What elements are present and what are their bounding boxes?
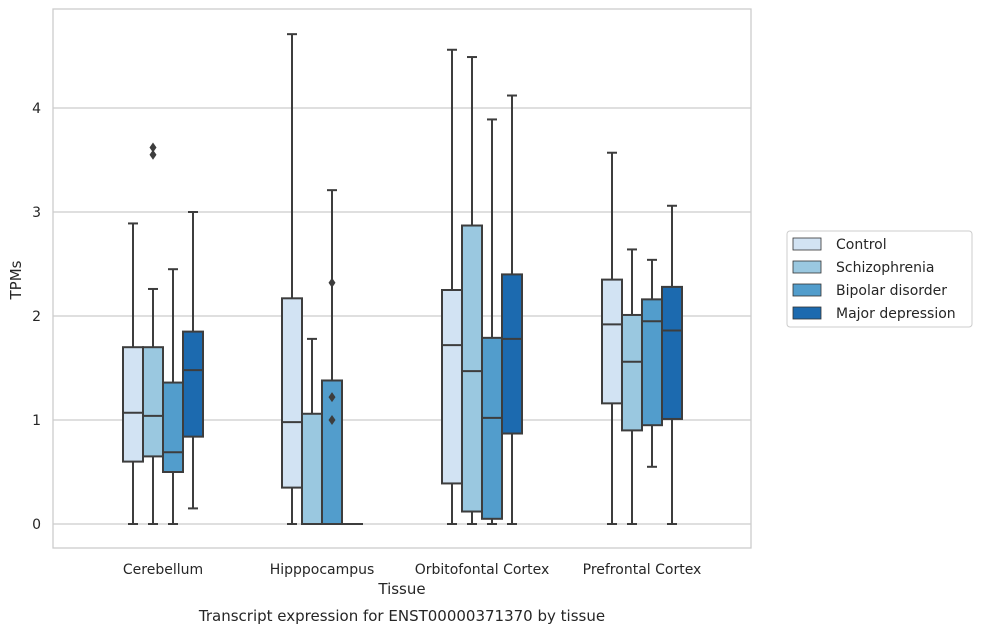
legend-label-schizophrenia: Schizophrenia (836, 260, 934, 276)
box-body (122, 346, 144, 463)
legend-swatch-major-depression (792, 306, 822, 320)
legend: Control Schizophrenia Bipolar disorder M… (786, 230, 973, 328)
x-axis-label: Tissue (377, 580, 425, 598)
legend-label-major-depression: Major depression (836, 306, 956, 322)
outlier-point (328, 277, 336, 288)
box-plot (321, 189, 343, 526)
chart-caption: Transcript expression for ENST0000037137… (198, 607, 605, 625)
box-body (481, 336, 503, 520)
box-body (162, 381, 184, 473)
x-tick-label: Hipppocampus (270, 562, 375, 578)
box-plot (182, 211, 204, 510)
box-plot (122, 222, 144, 525)
outlier-point (149, 142, 157, 153)
box-body (441, 289, 463, 485)
x-tick-label: Cerebellum (123, 562, 203, 578)
y-tick-label: 4 (32, 101, 41, 117)
box-body (182, 330, 204, 438)
box-plot (661, 204, 683, 525)
box-body (281, 297, 303, 489)
box-plot (441, 48, 463, 525)
y-tick-label: 1 (32, 413, 41, 429)
y-axis-label: TPMs (7, 260, 25, 300)
box-body (661, 285, 683, 420)
box-plot (641, 258, 663, 468)
y-tick-label: 0 (32, 517, 41, 533)
box-plot (501, 94, 523, 525)
box-plot (621, 248, 643, 525)
box-body (142, 346, 164, 458)
legend-label-bipolar-disorder: Bipolar disorder (836, 283, 947, 299)
box-body (601, 278, 623, 405)
box-plot (142, 142, 164, 525)
x-tick-label: Prefrontal Cortex (583, 562, 702, 578)
outlier-point (328, 415, 336, 425)
box-body (301, 412, 323, 526)
x-tick-labels: Cerebellum Hipppocampus Orbitofontal Corte… (123, 562, 701, 578)
boxes (122, 33, 683, 526)
box-body (621, 313, 643, 432)
box-plot (162, 268, 184, 525)
box-plot (301, 337, 323, 526)
y-tick-label: 2 (32, 309, 41, 325)
x-tick-label: Orbitofontal Cortex (415, 562, 550, 578)
plot-frame (52, 8, 752, 549)
box-body (641, 298, 663, 427)
box-plot (481, 118, 503, 525)
y-tick-labels: 0 1 2 3 4 (32, 101, 41, 533)
outlier-point (328, 392, 336, 403)
y-tick-label: 3 (32, 205, 41, 221)
legend-frame (786, 230, 973, 328)
box-body (461, 224, 483, 513)
legend-swatch-control (792, 237, 822, 251)
legend-swatch-bipolar-disorder (792, 283, 822, 297)
legend-label-control: Control (836, 237, 887, 253)
outlier-point (149, 149, 157, 160)
box-plot (281, 33, 303, 525)
box-body (501, 273, 523, 435)
box-plot (461, 56, 483, 525)
legend-swatch-schizophrenia (792, 260, 822, 274)
box-plot (601, 151, 623, 525)
